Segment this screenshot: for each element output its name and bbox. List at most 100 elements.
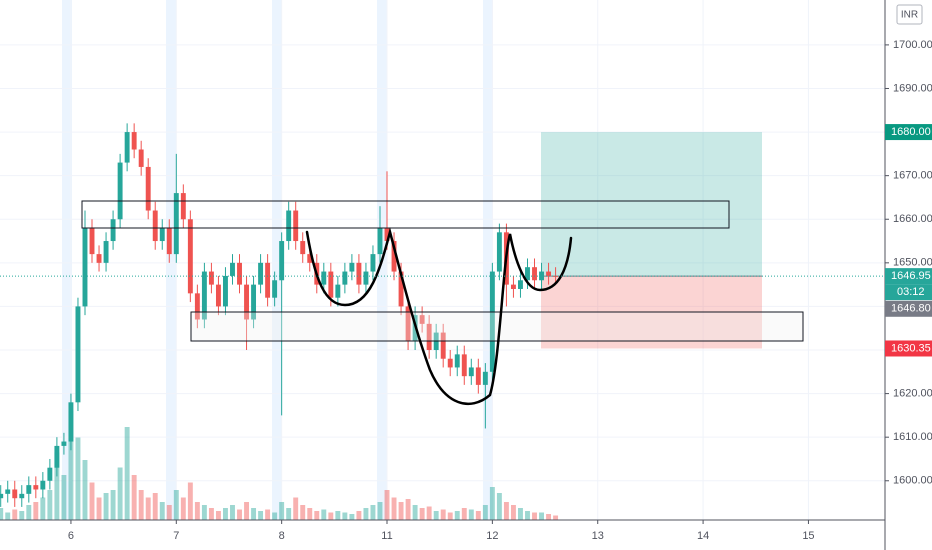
candle-body [131, 132, 137, 150]
candle-body [546, 271, 552, 276]
volume-bar [468, 509, 474, 520]
candle-body [321, 271, 327, 285]
countdown-box [885, 284, 932, 301]
y-tick-label: 1660.00 [893, 213, 932, 225]
volume-bar [525, 511, 530, 520]
y-tick-label: 1650.00 [893, 257, 932, 269]
volume-bar [532, 512, 537, 520]
candle-body [377, 227, 383, 255]
volume-bar [412, 505, 418, 520]
volume-bar [503, 502, 509, 520]
volume-bar [370, 505, 376, 520]
volume-bar [440, 509, 446, 520]
y-tick-label: 1610.00 [893, 431, 932, 443]
volume-bar [461, 508, 467, 520]
price-label-box [885, 340, 932, 357]
x-tick-label: 6 [68, 530, 74, 542]
candle-body [145, 166, 151, 211]
candle-body [370, 254, 376, 272]
candle-body [510, 284, 516, 289]
candle-body [47, 467, 53, 481]
x-tick-label: 13 [592, 530, 604, 542]
volume-bar [110, 490, 116, 520]
volume-bar [454, 511, 460, 520]
candle-body [12, 489, 18, 499]
candle-body [230, 262, 235, 276]
zone-rectangle [81, 200, 730, 229]
x-tick-label: 15 [802, 530, 814, 542]
candle-body [307, 254, 313, 263]
candle-body [391, 241, 397, 272]
volume-bar [539, 512, 544, 520]
volume-bar [496, 493, 502, 520]
volume-bar [518, 508, 523, 520]
candle-body [342, 271, 348, 285]
candle-body [117, 162, 123, 220]
candle-body [89, 227, 95, 255]
volume-bar [230, 505, 235, 520]
candle-body [61, 441, 67, 446]
volume-bar [398, 502, 404, 520]
candle-body [440, 332, 446, 359]
price-label-box [885, 124, 932, 141]
volume-bar [391, 497, 397, 520]
volume-bar [482, 505, 488, 520]
price-label: 1646.80 [891, 303, 931, 315]
volume-bar [251, 508, 257, 520]
session-band [272, 0, 282, 520]
candle-body [489, 271, 495, 372]
volume-bar [307, 508, 313, 520]
volume-bar [405, 499, 411, 520]
candle-body [0, 493, 4, 499]
candle-body [293, 210, 299, 242]
volume-bar [419, 508, 425, 520]
candle-body [26, 485, 32, 494]
candle-body [525, 267, 530, 281]
candle-body [328, 271, 334, 298]
volume-bar [475, 511, 481, 520]
candle-body [482, 371, 488, 385]
countdown-label: 03:12 [897, 286, 925, 298]
volume-bar [5, 512, 11, 520]
volume-bar [300, 505, 306, 520]
candle-body [40, 480, 46, 490]
candle-body [152, 210, 158, 242]
volume-bar [426, 506, 432, 520]
volume-bar [279, 502, 285, 520]
candle-body [33, 485, 39, 490]
currency-box[interactable] [896, 4, 923, 25]
volume-bar [47, 490, 53, 520]
volume-bar [145, 497, 151, 520]
candle-body [454, 354, 460, 368]
y-tick-label: 1670.00 [893, 170, 932, 182]
volume-bar [159, 502, 165, 520]
volume-bar [293, 497, 299, 520]
volume-bar [187, 482, 193, 520]
candle-body [419, 315, 425, 324]
candle-body [103, 241, 109, 263]
volume-bar [237, 509, 242, 520]
candle-body [5, 489, 11, 494]
volume-bar [117, 467, 123, 520]
candle-body [300, 241, 306, 255]
candle-body [349, 262, 355, 272]
candle-body [223, 275, 228, 307]
candle-body [201, 271, 207, 320]
volume-bar [272, 512, 278, 520]
axes: 1600.001610.001620.001630.001640.001650.… [0, 39, 932, 542]
volume-bar [447, 512, 453, 520]
volume-bar [194, 502, 200, 520]
candle-body [166, 227, 172, 255]
candle-body [173, 193, 179, 255]
volume-bar [201, 505, 207, 520]
volume-bar [131, 475, 137, 520]
volume-bar [258, 511, 264, 520]
volume-bar [356, 511, 362, 520]
freehand-line [305, 227, 573, 405]
x-tick-label: 7 [173, 530, 179, 542]
candle-body [461, 354, 467, 377]
volume-bar [173, 490, 179, 520]
volume-bar [215, 511, 221, 520]
volume-bar [0, 508, 4, 520]
candle-body [468, 367, 474, 377]
